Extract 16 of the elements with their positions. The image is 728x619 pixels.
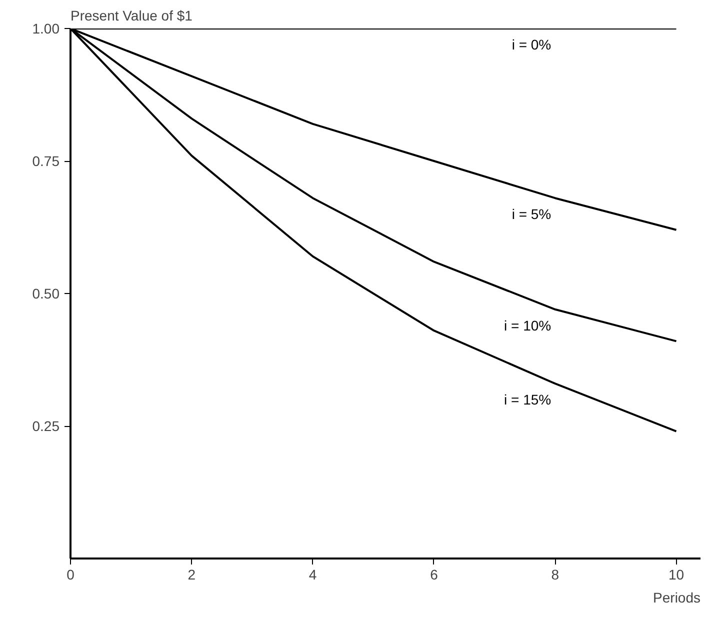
y-tick-label: 0.50 (32, 286, 60, 302)
x-tick-label: 4 (308, 566, 317, 582)
y-tick-label: 1.00 (32, 20, 60, 36)
x-tick-label: 6 (430, 566, 438, 582)
x-axis-title: Periods (653, 590, 700, 606)
x-tick-label: 10 (668, 566, 684, 582)
x-tick-label: 2 (188, 566, 196, 582)
series-label: i = 5% (512, 206, 552, 222)
x-tick-label: 0 (66, 566, 75, 582)
y-tick-label: 0.25 (32, 418, 60, 434)
y-tick-label: 0.75 (32, 153, 60, 169)
y-axis-title: Present Value of $1 (70, 8, 193, 24)
series-label: i = 15% (504, 392, 552, 408)
x-tick-label: 8 (551, 566, 560, 582)
series-label: i = 0% (512, 36, 552, 52)
series-label: i = 10% (504, 317, 552, 334)
